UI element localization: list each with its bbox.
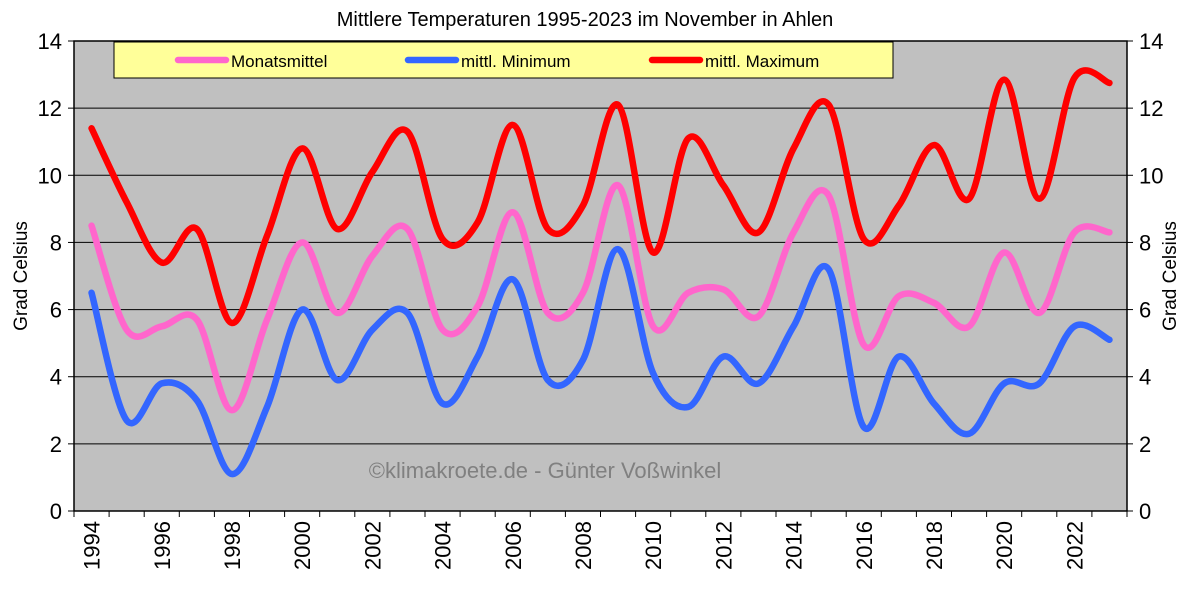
axis-ticks [68, 40, 1133, 517]
y-tick-label-left: 8 [50, 230, 62, 255]
chart-title: Mittlere Temperaturen 1995-2023 im Novem… [337, 9, 834, 31]
x-tick-label: 1996 [150, 521, 175, 570]
y-tick-label-left: 10 [38, 163, 62, 188]
x-tick-label: 1998 [220, 521, 245, 570]
y-tick-label-right: 8 [1139, 230, 1151, 255]
y-tick-label-right: 0 [1139, 499, 1151, 524]
legend-box [113, 41, 894, 79]
series-line-monatsmittel [88, 182, 1113, 414]
x-axis-labels: 1994 1996 1998 2000 2002 2004 2006 2008 2010 2012… [80, 521, 1088, 570]
x-tick-label: 2008 [571, 521, 596, 570]
series-line-mittl-maximum [88, 67, 1113, 327]
y-tick-label-left: 14 [38, 29, 62, 54]
x-tick-label: 2012 [711, 521, 736, 570]
series-lines [88, 67, 1113, 478]
x-tick-label: 2002 [360, 521, 385, 570]
y-axis-left-labels: 0 2 4 6 8 10 12 14 [38, 29, 62, 524]
y-tick-label-left: 4 [50, 365, 62, 390]
x-tick-label: 2016 [852, 521, 877, 570]
y-axis-right-labels: 0 2 4 6 8 10 12 14 [1139, 29, 1163, 524]
y-tick-label-right: 12 [1139, 96, 1163, 121]
y-axis-title-left: Grad Celsius [11, 221, 32, 331]
x-tick-label: 2010 [641, 521, 666, 570]
series-line-mittl-minimum [88, 245, 1113, 478]
y-tick-label-right: 10 [1139, 163, 1163, 188]
legend-label: mittl. Maximum [705, 52, 819, 71]
y-tick-label-right: 6 [1139, 298, 1151, 323]
y-tick-label-right: 14 [1139, 29, 1163, 54]
legend-label: mittl. Minimum [461, 52, 571, 71]
plot-area [73, 40, 1128, 512]
y-axis-title-right: Grad Celsius [1160, 221, 1181, 331]
y-tick-label-left: 6 [50, 298, 62, 323]
x-tick-label: 2006 [501, 521, 526, 570]
x-tick-label: 2022 [1062, 521, 1087, 570]
x-tick-label: 2020 [992, 521, 1017, 570]
x-tick-label: 2000 [290, 521, 315, 570]
y-tick-label-left: 12 [38, 96, 62, 121]
y-tick-label-left: 2 [50, 432, 62, 457]
legend-label: Monatsmittel [231, 52, 327, 71]
y-tick-label-right: 4 [1139, 365, 1151, 390]
x-tick-label: 2014 [782, 521, 807, 570]
x-tick-label: 2018 [922, 521, 947, 570]
x-tick-label: 1994 [80, 521, 105, 570]
y-tick-label-right: 2 [1139, 432, 1151, 457]
x-tick-label: 2004 [431, 521, 456, 570]
watermark: ©klimakroete.de - Günter Voßwinkel [369, 458, 721, 483]
legend: Monatsmittel mittl. Minimum mittl. Maximum [174, 52, 819, 71]
y-tick-label-left: 0 [50, 499, 62, 524]
